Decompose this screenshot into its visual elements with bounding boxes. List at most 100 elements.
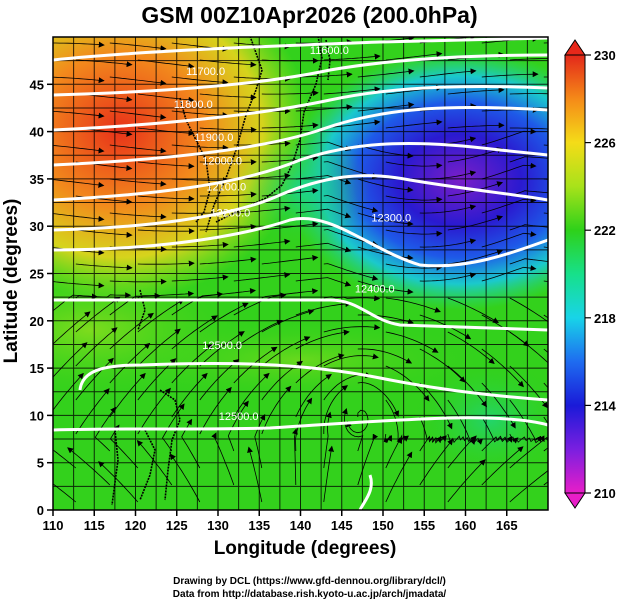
streamline [419,238,477,248]
streamline [137,127,195,137]
streamline [323,295,381,302]
x-tick-label: 120 [125,518,147,533]
colorbar-tick-label: 222 [594,223,616,238]
streamline [295,277,352,287]
streamline [385,161,443,169]
streamline [109,342,151,384]
streamline [261,57,319,64]
y-tick-label: 35 [30,172,44,187]
streamline [385,434,409,469]
x-tick-label: 155 [413,518,435,533]
streamline [247,446,263,503]
streamline [261,255,319,265]
streamline [53,293,98,312]
y-tick-label: 5 [37,456,44,471]
y-tick-label: 10 [30,408,44,423]
streamline [357,68,415,78]
lat-lon-grid [53,37,548,510]
streamline [447,436,483,469]
streamline [53,145,105,154]
y-axis-ticks: 0 5 10 15 20 25 30 35 40 45 [30,77,53,518]
streamline [53,110,105,119]
y-tick-label: 45 [30,77,44,92]
streamline [233,372,270,418]
colorbar-tick-label: 214 [594,398,616,413]
colorbar-scale [564,54,586,494]
streamline [509,331,548,369]
wind-streamlines [53,37,548,503]
streamline [137,298,185,333]
streamline [509,224,548,231]
streamline [295,71,353,78]
streamline [385,263,443,271]
streamline [199,358,240,401]
streamline [199,256,257,265]
streamline [233,205,291,214]
streamline [295,104,353,112]
streamline [98,461,139,503]
x-tick-label: 165 [496,518,518,533]
streamline [211,432,235,486]
x-axis-ticks: 110 115 120 125 130 135 140 145 150 155 160 165 [43,510,518,533]
streamline [295,300,352,316]
streamline [419,348,466,383]
streamline [109,212,167,220]
streamline [53,281,105,289]
x-tick-label: 160 [455,518,477,533]
streamline [199,59,257,68]
streamline [419,416,442,444]
streamline [109,292,161,316]
streamline [323,53,381,61]
colorbar-tick-label: 226 [594,136,616,151]
streamline [292,428,298,486]
streamline [233,272,291,282]
streamline [137,195,195,202]
streamline [295,353,345,384]
streamline [419,204,477,214]
streamline [109,110,167,120]
streamline [357,314,414,325]
streamline [109,178,167,187]
streamline [543,42,548,44]
streamline [295,374,332,418]
streamline [357,178,414,193]
figure-title: GSM 00Z10Apr2026 (200.0hPa) [141,2,478,28]
streamline [75,327,118,367]
streamline [481,416,513,443]
streamline [227,400,249,452]
streamline [53,311,91,345]
contour-label: 11900.0 [194,132,233,144]
streamline [75,229,133,238]
streamline [53,449,77,469]
contour-label: 12400.0 [355,283,395,295]
streamline [233,319,283,350]
streamline [509,190,548,197]
colorbar-ticks: 210 214 218 222 226 230 [585,48,616,501]
streamline [261,336,311,367]
streamline [75,388,110,435]
streamline [261,187,319,197]
streamline [53,213,105,222]
contour-labels: 11600.0 11700.0 11800.0 11900.0 12000.0 12100… [174,45,411,423]
streamline [345,409,369,434]
colorbar: 210 214 218 222 226 230 [564,39,616,509]
streamline [323,411,332,469]
streamline [509,436,548,469]
colorbar-upper-arrow [564,39,586,56]
streamline [109,144,167,154]
streamline [509,399,542,443]
streamline [481,196,537,214]
streamline [419,382,453,430]
credit-data: Data from http://database.rish.kyoto-u.a… [172,589,447,600]
streamline [385,297,441,313]
colorbar-tick-label: 218 [594,311,616,326]
streamline [323,195,379,213]
streamline [75,357,114,401]
streamline [295,208,352,219]
streamline [447,215,504,231]
streamline [357,144,414,159]
streamline [419,438,454,486]
streamline [323,263,379,281]
streamline [199,126,257,133]
streamline [323,445,335,503]
